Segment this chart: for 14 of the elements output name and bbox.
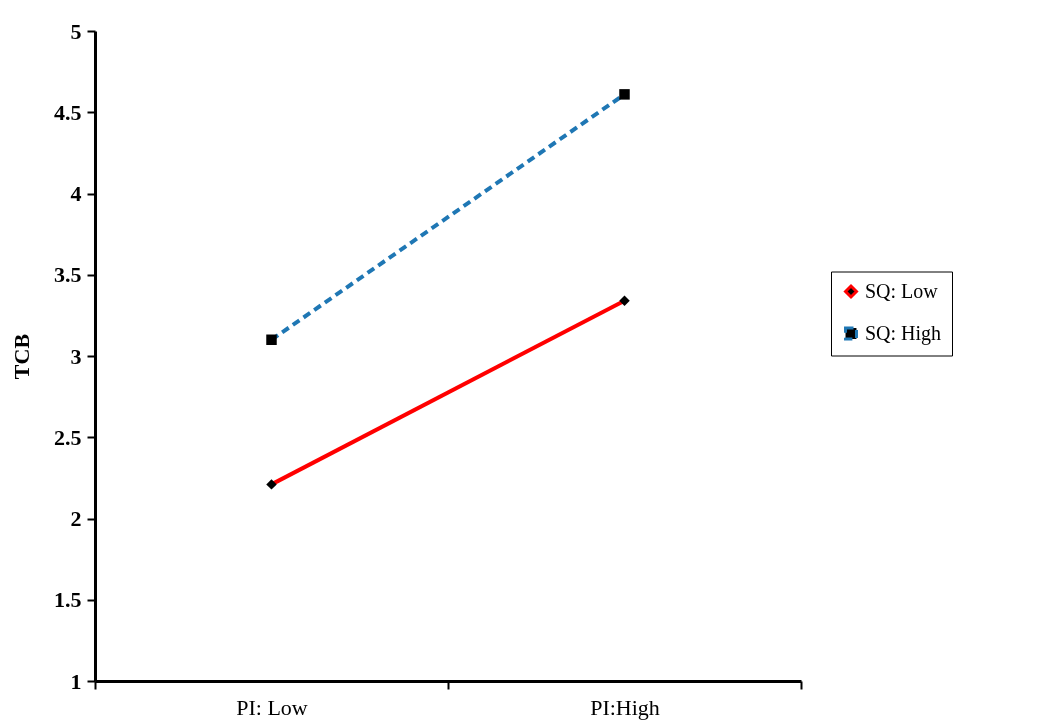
y-tick-label: 1 [70, 668, 82, 694]
x-tick-label: PI: Low [236, 694, 308, 720]
y-axis-title: TCB [9, 333, 34, 380]
y-tick-label: 4.5 [54, 99, 82, 125]
y-tick-label: 5 [70, 18, 82, 44]
y-tick-label: 4 [70, 181, 82, 206]
x-tick-label: PI:High [590, 694, 660, 720]
y-tick-label: 3 [70, 343, 82, 369]
y-tick-label: 1.5 [54, 587, 82, 613]
y-tick-label: 2.5 [54, 424, 82, 450]
legend-label: SQ: High [865, 321, 942, 345]
legend-label: SQ: Low [865, 279, 939, 302]
y-tick-label: 2 [70, 506, 82, 531]
y-tick-label: 3.5 [54, 262, 82, 288]
